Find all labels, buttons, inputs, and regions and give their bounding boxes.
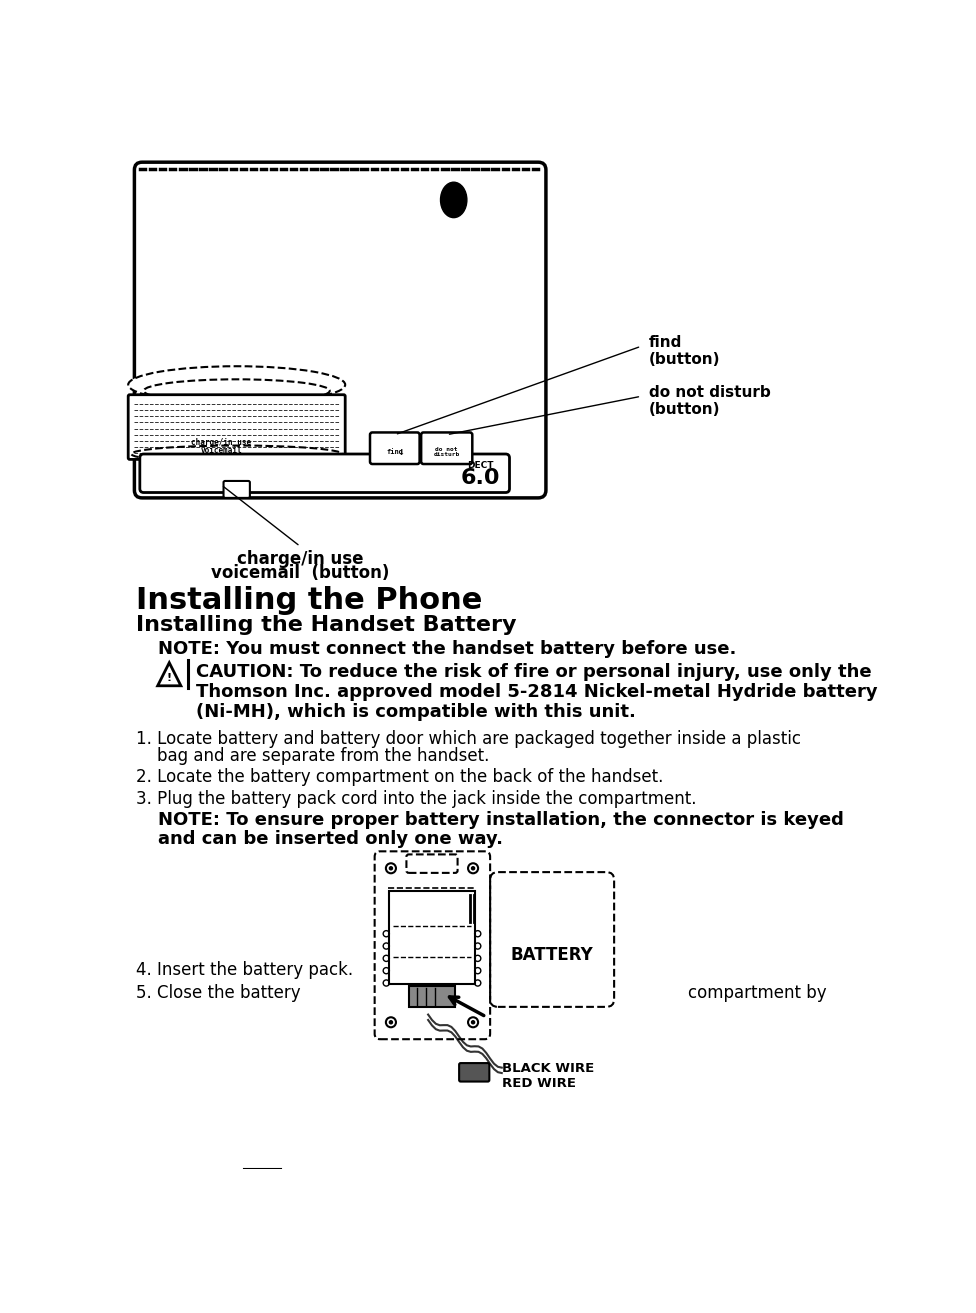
- Text: 6.0: 6.0: [461, 467, 501, 488]
- Text: voicemail  (button): voicemail (button): [211, 565, 389, 582]
- Ellipse shape: [468, 1018, 478, 1027]
- Ellipse shape: [471, 867, 474, 869]
- FancyBboxPatch shape: [140, 454, 509, 492]
- Ellipse shape: [386, 1018, 396, 1027]
- Ellipse shape: [132, 445, 343, 462]
- Ellipse shape: [440, 183, 467, 218]
- Text: and can be inserted only one way.: and can be inserted only one way.: [158, 830, 503, 848]
- Text: NOTE: You must connect the handset battery before use.: NOTE: You must connect the handset batte…: [158, 639, 736, 658]
- Text: (Ni-MH), which is compatible with this unit.: (Ni-MH), which is compatible with this u…: [196, 702, 636, 721]
- Text: BLACK WIRE: BLACK WIRE: [502, 1062, 594, 1075]
- Ellipse shape: [389, 867, 392, 869]
- Text: 3. Plug the battery pack cord into the jack inside the compartment.: 3. Plug the battery pack cord into the j…: [136, 789, 697, 807]
- Text: bag and are separate from the handset.: bag and are separate from the handset.: [136, 747, 489, 764]
- Text: find
(button): find (button): [649, 335, 720, 368]
- Text: ↓: ↓: [397, 448, 404, 457]
- Text: NOTE: To ensure proper battery installation, the connector is keyed: NOTE: To ensure proper battery installat…: [158, 811, 843, 830]
- Text: 5. Close the battery: 5. Close the battery: [136, 983, 301, 1002]
- Text: 2. Locate the battery compartment on the back of the handset.: 2. Locate the battery compartment on the…: [136, 768, 664, 786]
- Text: 1. Locate battery and battery door which are packaged together inside a plastic: 1. Locate battery and battery door which…: [136, 730, 801, 747]
- Text: Installing the Phone: Installing the Phone: [136, 586, 482, 614]
- Text: Thomson Inc. approved model 5-2814 Nickel-metal Hydride battery: Thomson Inc. approved model 5-2814 Nicke…: [196, 683, 878, 701]
- Text: CAUTION: To reduce the risk of fire or personal injury, use only the: CAUTION: To reduce the risk of fire or p…: [196, 663, 872, 680]
- Text: do not
disturb: do not disturb: [433, 446, 460, 457]
- Text: DECT: DECT: [468, 461, 494, 470]
- Text: find: find: [386, 449, 403, 456]
- Ellipse shape: [143, 379, 330, 402]
- Bar: [409, 986, 455, 1007]
- Text: charge/in use: charge/in use: [237, 550, 363, 569]
- Text: !: !: [167, 672, 172, 683]
- Ellipse shape: [386, 863, 396, 873]
- Ellipse shape: [389, 1020, 392, 1024]
- Polygon shape: [158, 663, 181, 685]
- FancyBboxPatch shape: [422, 432, 472, 463]
- FancyBboxPatch shape: [459, 1064, 489, 1082]
- FancyBboxPatch shape: [370, 432, 420, 463]
- Text: Installing the Handset Battery: Installing the Handset Battery: [136, 614, 516, 635]
- Ellipse shape: [468, 863, 478, 873]
- FancyBboxPatch shape: [375, 851, 490, 1039]
- FancyBboxPatch shape: [224, 481, 250, 498]
- Text: voicemail: voicemail: [200, 445, 242, 454]
- Ellipse shape: [471, 1020, 474, 1024]
- FancyBboxPatch shape: [135, 163, 546, 498]
- Text: do not disturb
(button): do not disturb (button): [649, 385, 771, 418]
- Ellipse shape: [128, 366, 346, 403]
- Text: charge/in use: charge/in use: [191, 439, 251, 446]
- Text: compartment by: compartment by: [688, 983, 827, 1002]
- FancyBboxPatch shape: [128, 395, 346, 460]
- Text: BATTERY: BATTERY: [510, 945, 593, 964]
- Text: 4. Insert the battery pack.: 4. Insert the battery pack.: [136, 961, 353, 978]
- FancyBboxPatch shape: [406, 855, 458, 873]
- Text: RED WIRE: RED WIRE: [502, 1078, 576, 1090]
- Bar: [389, 892, 474, 983]
